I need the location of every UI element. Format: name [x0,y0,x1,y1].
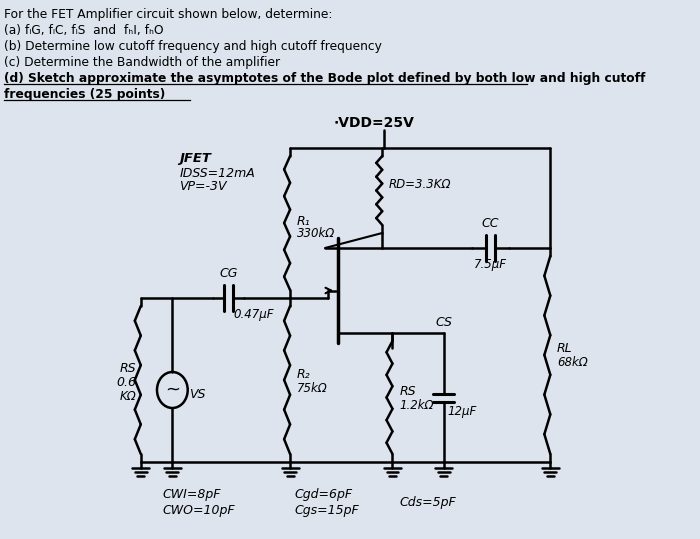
Text: Cgs=15pF: Cgs=15pF [295,504,359,517]
Text: (d) Sketch approximate the asymptotes of the Bode plot defined by both low and h: (d) Sketch approximate the asymptotes of… [4,72,645,85]
Text: IDSS=12mA: IDSS=12mA [179,167,255,180]
Text: R₁: R₁ [297,215,311,228]
Text: 7.5μF: 7.5μF [474,258,507,271]
Text: (b) Determine low cutoff frequency and high cutoff frequency: (b) Determine low cutoff frequency and h… [4,40,382,53]
Text: CS: CS [435,316,452,329]
Text: JFET: JFET [179,152,211,165]
Text: 12μF: 12μF [447,405,476,418]
Text: R₂: R₂ [297,368,311,381]
Text: 0.47μF: 0.47μF [234,308,274,321]
Text: (a) fₗG, fₗC, fₗS  and  fₕI, fₕO: (a) fₗG, fₗC, fₗS and fₕI, fₕO [4,24,164,37]
Text: 330kΩ: 330kΩ [297,227,335,240]
Text: VS: VS [190,388,206,400]
Text: (c) Determine the Bandwidth of the amplifier: (c) Determine the Bandwidth of the ampli… [4,56,281,69]
Text: For the FET Amplifier circuit shown below, determine:: For the FET Amplifier circuit shown belo… [4,8,332,21]
Text: Cds=5pF: Cds=5pF [399,496,456,509]
Text: ~: ~ [164,381,180,399]
Text: frequencies (25 points): frequencies (25 points) [4,88,165,101]
Text: RD=3.3KΩ: RD=3.3KΩ [389,178,452,191]
Text: 0.6: 0.6 [116,376,136,389]
Text: Cgd=6pF: Cgd=6pF [295,488,353,501]
Text: RS: RS [120,362,136,375]
Text: ∙VDD=25V: ∙VDD=25V [333,116,414,130]
Text: CC: CC [482,217,499,230]
Text: 1.2kΩ: 1.2kΩ [399,399,434,412]
Text: RL: RL [557,342,573,356]
Text: RS: RS [399,385,416,398]
Text: CWO=10pF: CWO=10pF [162,504,234,517]
Text: 75kΩ: 75kΩ [297,382,328,395]
Text: VP=-3V: VP=-3V [179,180,227,193]
Text: CG: CG [220,267,238,280]
Text: CWI=8pF: CWI=8pF [162,488,220,501]
Text: 68kΩ: 68kΩ [557,356,588,370]
Text: KΩ: KΩ [120,390,136,403]
